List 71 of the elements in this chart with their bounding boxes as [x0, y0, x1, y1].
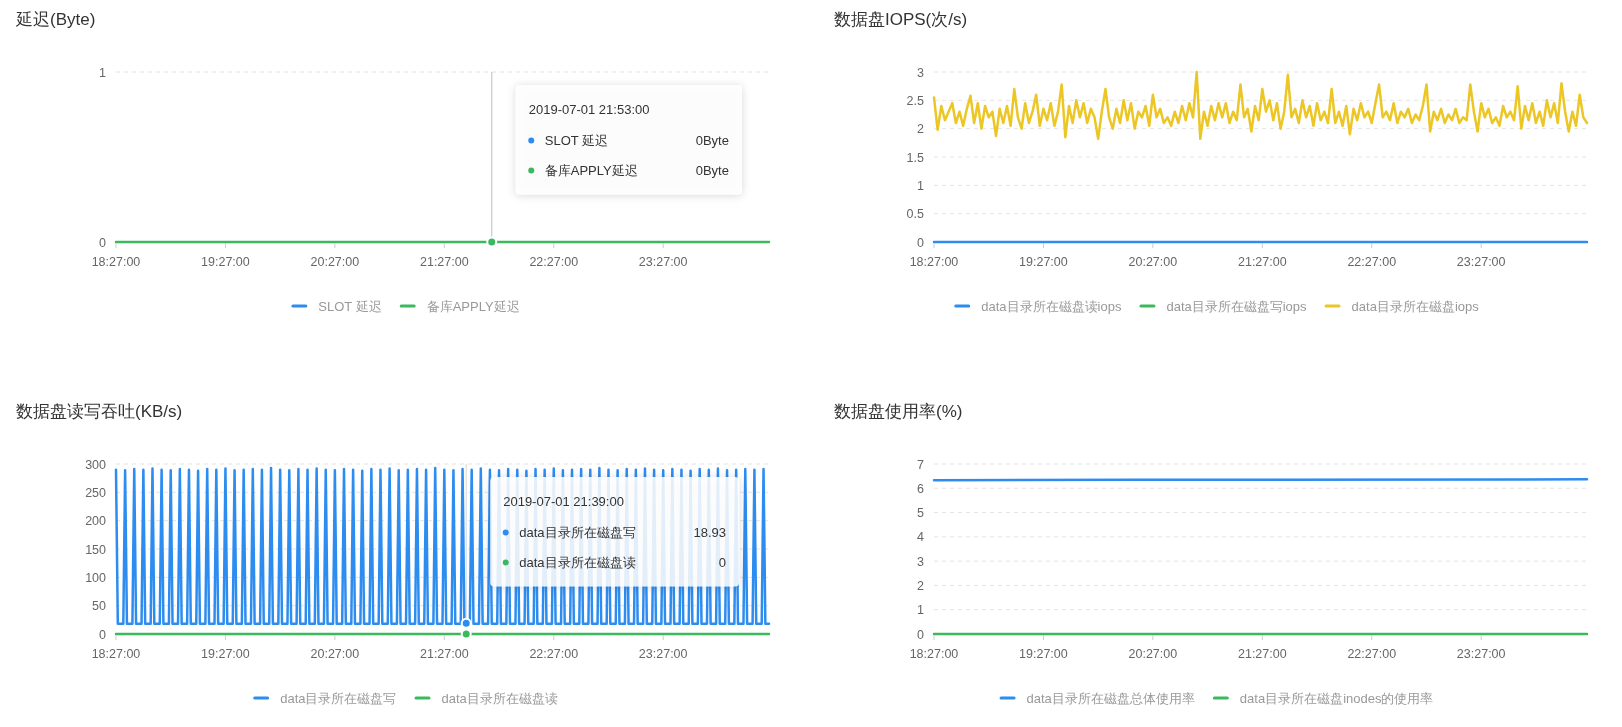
annotation: data目录所在磁盘读 [519, 555, 636, 570]
x-tick-label: 21:27:00 [1237, 647, 1287, 661]
chart-title: 数据盘使用率(%) [834, 402, 963, 421]
y-tick-label: 2 [917, 578, 925, 593]
y-tick-label: 1 [917, 603, 925, 618]
chart-title: 数据盘读写吞吐(KB/s) [16, 402, 183, 421]
legend-label: data目录所在磁盘读 [441, 690, 558, 706]
y-tick-label: 0 [99, 235, 107, 250]
y-tick-label: 300 [85, 457, 107, 472]
x-tick-label: 20:27:00 [310, 647, 360, 661]
y-tick-label: 3 [917, 65, 925, 80]
x-tick-label: 18:27:00 [909, 255, 959, 269]
x-tick-label: 21:27:00 [419, 647, 469, 661]
x-tick-label: 21:27:00 [419, 255, 469, 269]
x-tick-label: 23:27:00 [1456, 255, 1506, 269]
x-tick-label: 20:27:00 [1128, 255, 1178, 269]
x-tick-label: 22:27:00 [529, 647, 579, 661]
y-tick-label: 5 [917, 506, 925, 521]
x-tick-label: 23:27:00 [1456, 647, 1506, 661]
x-tick-label: 21:27:00 [1237, 255, 1287, 269]
x-tick-label: 23:27:00 [638, 647, 688, 661]
y-tick-label: 6 [917, 481, 925, 496]
annotation: data目录所在磁盘写 [519, 525, 636, 540]
x-tick-label: 19:27:00 [201, 255, 250, 269]
annotation: 0Byte [695, 133, 729, 148]
legend-label: SLOT 延迟 [318, 298, 382, 314]
x-tick-label: 22:27:00 [1347, 647, 1397, 661]
x-tick-label: 19:27:00 [201, 647, 250, 661]
x-tick-label: 22:27:00 [1347, 255, 1397, 269]
y-tick-label: 150 [85, 542, 107, 557]
x-tick-label: 18:27:00 [91, 255, 141, 269]
legend-label: data目录所在磁盘总体使用率 [1026, 690, 1195, 706]
legend-label: data目录所在磁盘iops [1351, 298, 1480, 314]
y-tick-label: 1 [99, 65, 107, 80]
x-tick-label: 20:27:00 [1128, 647, 1178, 661]
legend-label: data目录所在磁盘inodes的使用率 [1239, 690, 1434, 706]
chart-title: 延迟(Byte) [15, 10, 96, 29]
annotation: 0Byte [695, 163, 729, 178]
x-tick-label: 23:27:00 [638, 255, 688, 269]
y-tick-label: 7 [917, 457, 925, 472]
annotation: 0 [718, 555, 727, 570]
legend-label: data目录所在磁盘写iops [1166, 298, 1308, 314]
legend-label: data目录所在磁盘读iops [981, 298, 1122, 314]
y-tick-label: 1 [917, 178, 925, 193]
y-tick-label: 0 [917, 627, 925, 642]
x-tick-label: 19:27:00 [1019, 647, 1068, 661]
y-tick-label: 50 [92, 599, 107, 614]
x-tick-label: 18:27:00 [909, 647, 959, 661]
legend-label: 备库APPLY延迟 [426, 298, 520, 314]
annotation: 备库APPLY延迟 [544, 163, 638, 178]
x-tick-label: 20:27:00 [310, 255, 360, 269]
y-tick-label: 200 [85, 514, 107, 529]
x-tick-label: 18:27:00 [91, 647, 141, 661]
y-tick-label: 0.5 [906, 207, 925, 222]
y-tick-label: 3 [917, 554, 925, 569]
x-tick-label: 19:27:00 [1019, 255, 1068, 269]
annotation: 2019-07-01 21:39:00 [503, 494, 624, 509]
annotation: 2019-07-01 21:53:00 [528, 102, 650, 117]
y-tick-label: 1.5 [906, 150, 925, 165]
y-tick-label: 2.5 [906, 93, 925, 108]
y-tick-label: 100 [85, 570, 107, 585]
legend-label: data目录所在磁盘写 [280, 690, 397, 706]
annotation: SLOT 延迟 [544, 133, 609, 148]
y-tick-label: 250 [85, 485, 107, 500]
chart-title: 数据盘IOPS(次/s) [834, 10, 968, 29]
y-tick-label: 0 [917, 235, 925, 250]
y-tick-label: 4 [917, 530, 925, 545]
x-tick-label: 22:27:00 [529, 255, 579, 269]
y-tick-label: 0 [99, 627, 107, 642]
y-tick-label: 2 [917, 122, 925, 137]
annotation: 18.93 [693, 525, 727, 540]
